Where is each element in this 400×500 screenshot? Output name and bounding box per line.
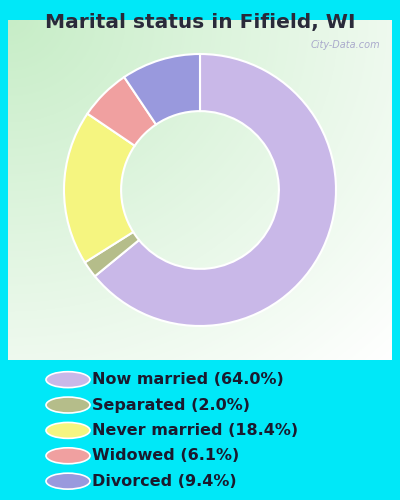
Circle shape — [46, 473, 90, 489]
Text: Now married (64.0%): Now married (64.0%) — [92, 372, 284, 387]
Circle shape — [46, 422, 90, 438]
Wedge shape — [64, 114, 135, 262]
Wedge shape — [95, 54, 336, 326]
Text: Separated (2.0%): Separated (2.0%) — [92, 398, 250, 412]
Text: Divorced (9.4%): Divorced (9.4%) — [92, 474, 237, 488]
Circle shape — [46, 397, 90, 413]
Wedge shape — [88, 77, 156, 146]
Circle shape — [46, 372, 90, 388]
Text: Marital status in Fifield, WI: Marital status in Fifield, WI — [45, 13, 355, 32]
Text: Never married (18.4%): Never married (18.4%) — [92, 423, 298, 438]
Text: Widowed (6.1%): Widowed (6.1%) — [92, 448, 239, 464]
Circle shape — [46, 448, 90, 464]
Wedge shape — [85, 232, 139, 276]
Wedge shape — [124, 54, 200, 124]
Text: City-Data.com: City-Data.com — [311, 40, 380, 50]
